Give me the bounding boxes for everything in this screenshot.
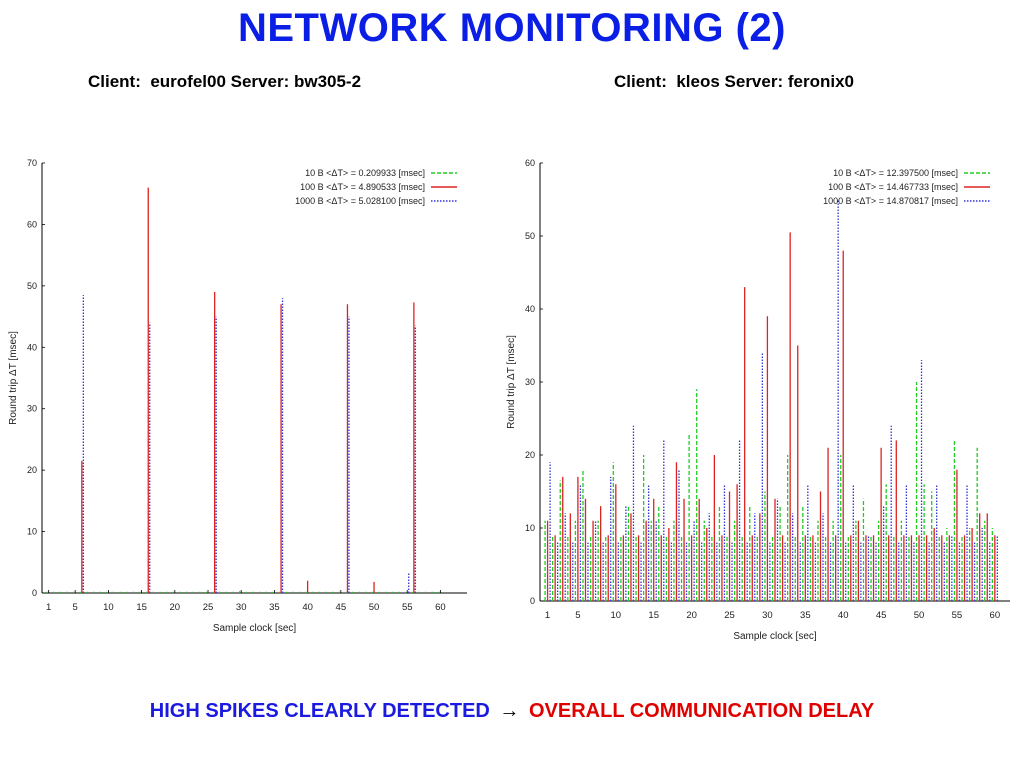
x-tick-label: 1 — [545, 610, 550, 621]
conclusion: HIGH SPIKES CLEARLY DETECTED → OVERALL C… — [0, 700, 1024, 723]
y-tick-label: 60 — [27, 219, 37, 229]
x-tick-label: 45 — [876, 610, 887, 621]
x-tick-label: 40 — [302, 602, 313, 613]
series-1 — [81, 187, 415, 593]
y-tick-label: 20 — [525, 450, 535, 460]
x-tick-label: 10 — [103, 602, 114, 613]
legend-label: 1000 B <ΔT> = 14.870817 [msec] — [823, 196, 958, 206]
legend-label: 100 B <ΔT> = 14.467733 [msec] — [828, 182, 958, 192]
y-tick-label: 40 — [525, 304, 535, 314]
y-tick-label: 50 — [525, 231, 535, 241]
legend-label: 1000 B <ΔT> = 5.028100 [msec] — [295, 196, 425, 206]
series-2 — [82, 295, 417, 593]
x-tick-label: 35 — [800, 610, 811, 621]
series-1 — [546, 232, 996, 601]
x-tick-label: 50 — [914, 610, 925, 621]
right-chart-subtitle: Client: kleos Server: feronix0 — [614, 72, 854, 91]
x-tick-label: 20 — [686, 610, 697, 621]
y-tick-label: 20 — [27, 465, 37, 475]
x-tick-label: 60 — [990, 610, 1001, 621]
x-tick-label: 55 — [402, 602, 413, 613]
legend-label: 10 B <ΔT> = 0.209933 [msec] — [305, 168, 425, 178]
y-tick-label: 30 — [525, 377, 535, 387]
x-tick-label: 15 — [136, 602, 147, 613]
x-tick-label: 1 — [46, 602, 51, 613]
x-tick-label: 40 — [838, 610, 849, 621]
conclusion-left-text: HIGH SPIKES CLEARLY DETECTED — [149, 700, 490, 722]
y-tick-label: 50 — [27, 281, 37, 291]
x-tick-label: 15 — [648, 610, 659, 621]
x-tick-label: 30 — [236, 602, 247, 613]
x-tick-label: 35 — [269, 602, 280, 613]
x-tick-label: 10 — [611, 610, 622, 621]
conclusion-right-text: OVERALL COMMUNICATION DELAY — [528, 700, 875, 722]
x-tick-label: 25 — [203, 602, 214, 613]
x-tick-label: 30 — [762, 610, 773, 621]
y-tick-label: 0 — [32, 588, 37, 598]
y-tick-label: 70 — [27, 158, 37, 168]
y-axis-label: Round trip ΔT [msec] — [506, 335, 517, 429]
y-tick-label: 40 — [27, 342, 37, 352]
arrow-icon: → — [499, 700, 520, 722]
series-0 — [544, 382, 993, 601]
y-tick-label: 10 — [525, 523, 535, 533]
y-tick-label: 10 — [27, 527, 37, 537]
y-tick-label: 30 — [27, 404, 37, 414]
series-2 — [549, 199, 998, 601]
x-tick-label: 5 — [575, 610, 580, 621]
legend-label: 10 B <ΔT> = 12.397500 [msec] — [833, 168, 958, 178]
x-tick-label: 50 — [369, 602, 380, 613]
x-tick-label: 25 — [724, 610, 735, 621]
series-0 — [46, 591, 440, 593]
slide-title: NETWORK MONITORING (2) — [237, 6, 786, 50]
x-tick-label: 20 — [170, 602, 181, 613]
y-tick-label: 60 — [525, 158, 535, 168]
x-tick-label: 45 — [336, 602, 347, 613]
x-axis-label: Sample clock [sec] — [733, 631, 817, 642]
y-axis-label: Round trip ΔT [msec] — [8, 331, 19, 425]
left-chart-subtitle: Client: eurofel00 Server: bw305-2 — [88, 72, 362, 91]
x-tick-label: 55 — [952, 610, 963, 621]
x-tick-label: 60 — [435, 602, 446, 613]
legend-label: 100 B <ΔT> = 4.890533 [msec] — [300, 182, 425, 192]
y-tick-label: 0 — [530, 596, 535, 606]
x-axis-label: Sample clock [sec] — [213, 623, 297, 634]
x-tick-label: 5 — [73, 602, 78, 613]
